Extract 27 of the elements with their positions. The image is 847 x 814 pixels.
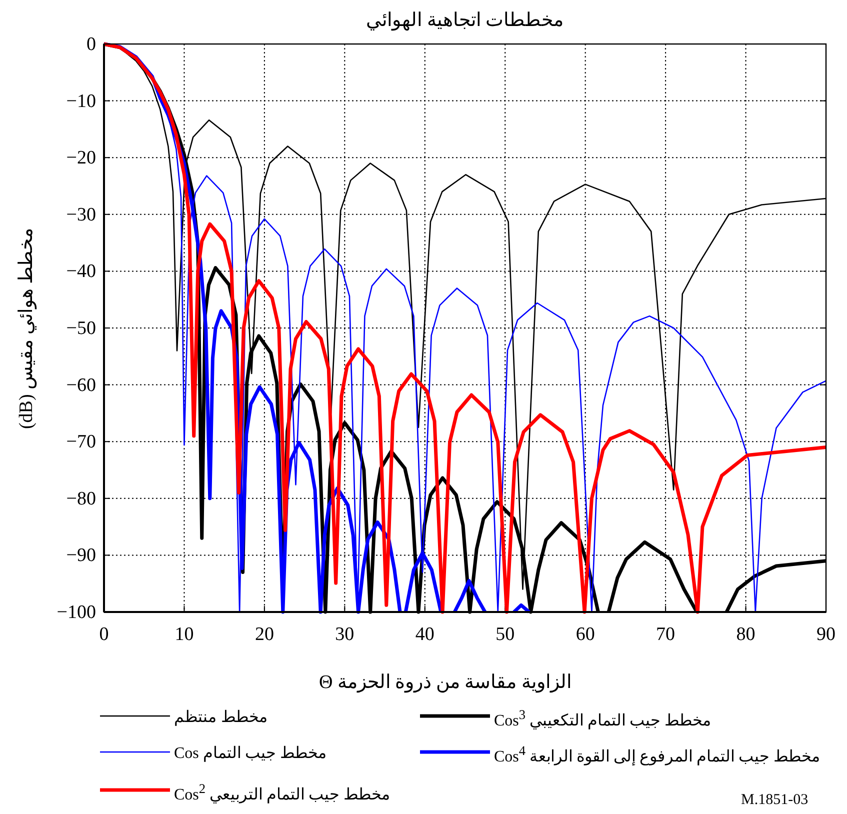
y-axis-title: مخطط هوائي مقيس (dB) [16,227,37,429]
y-tick-label: −10 [66,90,96,112]
x-tick-label: 10 [174,624,194,645]
y-tick-label: −50 [66,318,96,339]
legend-label: مخطط منتظم [174,708,268,726]
x-tick-label: 40 [415,624,434,645]
y-tick-label: 0 [86,34,96,55]
x-tick-label: 20 [254,624,274,645]
y-tick-label: −40 [66,261,96,282]
x-tick-label: 70 [656,624,676,645]
y-tick-label: −20 [66,148,96,169]
x-tick-label: 30 [335,624,354,645]
y-tick-label: −70 [66,432,96,453]
legend-label: مخطط جيب التمام Cos [174,744,327,762]
x-tick-label: 0 [99,624,109,645]
y-tick-label: −100 [56,602,96,623]
x-axis-title: الزاوية مقاسة من ذروة الحزمة Θ [319,672,572,692]
y-tick-label: −60 [66,374,96,396]
text: M.1851-03 [741,792,808,808]
y-tick-label: −80 [66,488,96,510]
y-tick-label: −30 [66,204,96,226]
x-tick-label: 80 [736,624,756,645]
y-tick-label: −90 [66,545,96,566]
x-tick-label: 50 [496,624,515,645]
chart-title: مخططات اتجاهية الهوائي [366,10,564,30]
x-tick-label: 90 [816,624,836,645]
x-tick-label: 60 [576,624,595,645]
